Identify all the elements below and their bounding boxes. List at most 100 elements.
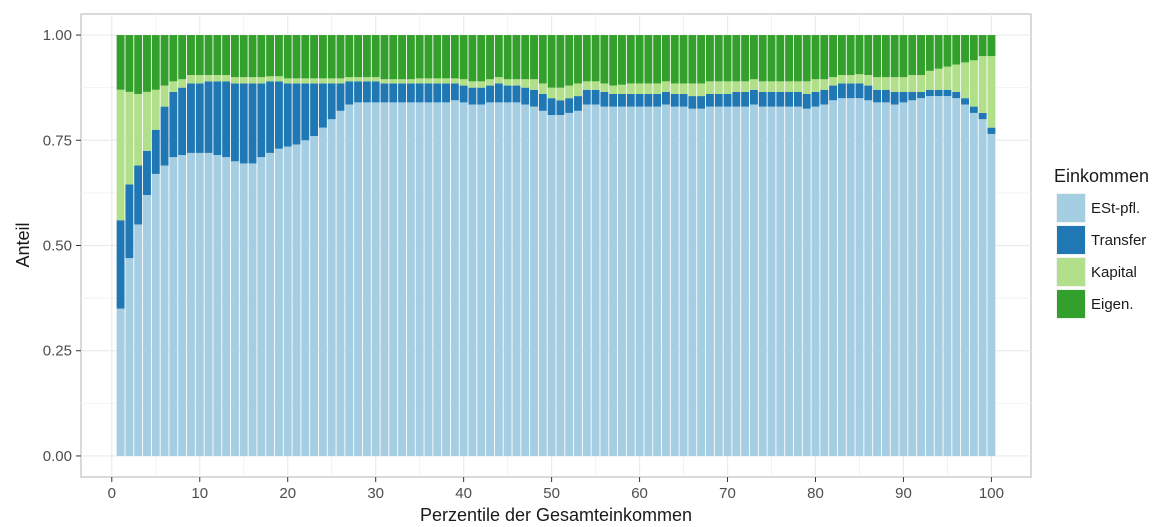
bar-segment (433, 102, 442, 456)
bar-segment (556, 35, 565, 88)
bar-segment (846, 98, 855, 456)
bar-segment (741, 106, 750, 456)
bar-segment (283, 78, 292, 84)
bar-segment (477, 87, 486, 105)
legend-title: Einkommen (1054, 166, 1149, 186)
bar-segment (741, 35, 750, 82)
bar-segment (230, 161, 239, 456)
bar-segment (732, 91, 741, 107)
bar-segment (697, 83, 706, 97)
bar-segment (134, 93, 143, 166)
bar-segment (292, 78, 301, 84)
bar-segment (846, 83, 855, 99)
bar-segment (591, 35, 600, 82)
bar-segment (274, 76, 283, 82)
bar-segment (222, 81, 231, 158)
bar-segment (239, 83, 248, 164)
bar-segment (767, 106, 776, 456)
bar-segment (978, 35, 987, 57)
bar-segment (767, 91, 776, 107)
bar-segment (442, 35, 451, 79)
bar-segment (160, 165, 169, 456)
bar-segment (468, 87, 477, 105)
bar-segment (661, 91, 670, 105)
bar-segment (829, 85, 838, 101)
bar-segment (582, 35, 591, 82)
bar-segment (274, 35, 283, 77)
bar-segment (785, 106, 794, 456)
bar-segment (424, 35, 433, 79)
bar-segment (318, 83, 327, 128)
bar-segment (248, 83, 257, 164)
bar-segment (890, 35, 899, 78)
bar-segment (204, 75, 213, 82)
bar-segment (758, 35, 767, 82)
bar-segment (345, 77, 354, 82)
bar-segment (415, 35, 424, 79)
bar-segment (618, 35, 626, 85)
bar-segment (301, 140, 310, 456)
bar-segment (380, 102, 389, 456)
bar-segment (802, 81, 811, 94)
bar-segment (389, 83, 398, 103)
bar-segment (327, 78, 336, 84)
bar-segment (213, 155, 222, 456)
bar-segment (908, 75, 917, 92)
legend-label: Kapital (1091, 264, 1137, 281)
bar-segment (758, 106, 767, 456)
bar-segment (380, 83, 389, 103)
bar-segment (618, 106, 626, 456)
bar-segment (855, 98, 864, 456)
bar-segment (626, 93, 635, 107)
bar-segment (442, 83, 451, 103)
bar-segment (776, 106, 785, 456)
bar-segment (961, 104, 969, 456)
bar-segment (829, 35, 838, 78)
bar-segment (362, 35, 371, 78)
bar-segment (618, 84, 626, 94)
bar-segment (749, 89, 758, 105)
legend-label: Transfer (1091, 232, 1146, 249)
bar-segment (459, 85, 468, 103)
bar-segment (450, 83, 459, 101)
bar-segment (160, 35, 169, 86)
bar-segment (406, 79, 415, 84)
legend-items: ESt-pfl. Transfer Kapital Eigen. (1056, 193, 1146, 319)
bar-segment (644, 93, 653, 107)
bar-segment (459, 79, 468, 86)
bar-segment (873, 89, 882, 103)
bar-segment (204, 35, 213, 76)
bar-segment (292, 144, 301, 456)
bar-segment (679, 93, 688, 107)
bar-segment (600, 91, 609, 107)
bar-segment (204, 152, 213, 456)
bar-segment (969, 35, 978, 61)
bar-segment (354, 35, 363, 78)
bar-segment (890, 91, 899, 105)
bar-segment (908, 91, 917, 101)
bar-segment (186, 152, 195, 456)
bar-segment (635, 83, 644, 94)
bar-segment (354, 77, 363, 82)
bar-segment (494, 77, 503, 84)
bar-segment (917, 98, 926, 456)
bar-segment (494, 35, 503, 78)
bar-segment (732, 81, 741, 92)
bar-segment (292, 83, 301, 145)
bar-segment (222, 35, 231, 76)
bar-segment (732, 35, 741, 82)
bar-segment (688, 108, 697, 456)
bar-segment (987, 56, 996, 128)
legend-swatch (1057, 258, 1085, 286)
bar-segment (697, 35, 706, 84)
y-tick-label: 0.25 (43, 343, 72, 360)
y-tick-label: 0.50 (43, 238, 72, 255)
bar-segment (802, 35, 811, 82)
bar-segment (371, 102, 380, 456)
bar-segment (521, 87, 530, 105)
bar-segment (494, 102, 503, 456)
bar-segment (389, 79, 398, 84)
bar-segment (362, 102, 371, 456)
bar-segment (688, 96, 697, 109)
x-tick-label: 50 (543, 485, 560, 502)
